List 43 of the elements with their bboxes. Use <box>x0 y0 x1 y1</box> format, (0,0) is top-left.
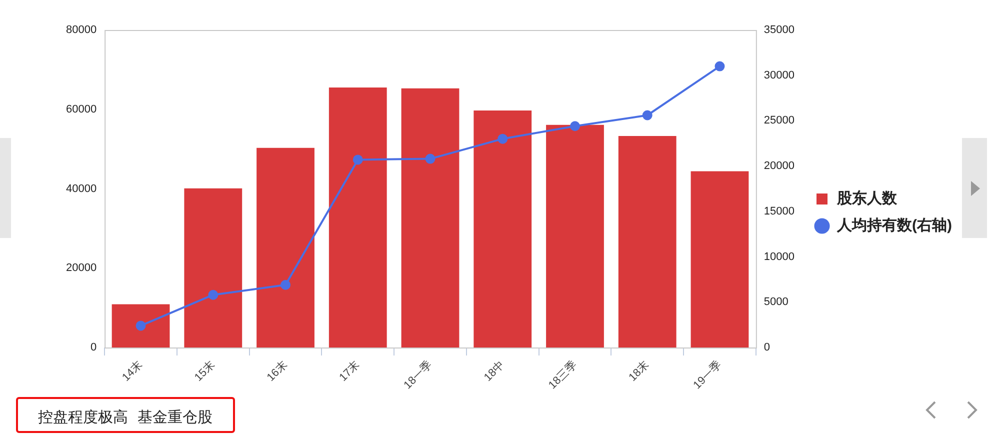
bar <box>112 304 170 348</box>
y2-tick-label: 30000 <box>764 69 795 82</box>
y2-tick-label: 35000 <box>764 24 795 36</box>
x-tick-label: 18末 <box>626 358 652 384</box>
x-tick-label: 18中 <box>481 358 507 384</box>
bar <box>546 124 604 348</box>
x-tick-label: 18三季 <box>546 358 580 392</box>
y-tick-label: 40000 <box>66 182 97 195</box>
y-tick-label: 80000 <box>66 24 97 36</box>
y2-tick-label: 20000 <box>764 160 795 172</box>
bar <box>256 148 314 348</box>
y2-tick-label: 0 <box>764 341 770 354</box>
bar <box>401 88 460 348</box>
point <box>208 290 218 300</box>
bar <box>690 171 749 348</box>
y2-tick-label: 10000 <box>764 250 795 263</box>
x-tick-label: 19一季 <box>690 358 724 392</box>
y2-tick-label: 15000 <box>764 205 795 218</box>
point <box>570 121 580 132</box>
text: 控盘程度极高 基金重仓股 <box>16 397 235 433</box>
point <box>498 134 508 144</box>
point <box>280 280 291 290</box>
point <box>642 110 652 120</box>
point <box>136 320 146 331</box>
x-tick-label: 17末 <box>336 358 362 384</box>
y2-tick-label: 25000 <box>764 114 795 127</box>
bar <box>184 188 242 348</box>
x-tick-label: 16末 <box>264 358 290 384</box>
y-tick-label: 60000 <box>66 103 97 116</box>
bar <box>328 88 387 348</box>
x-tick-label: 15末 <box>192 358 218 384</box>
bar <box>618 136 676 348</box>
point <box>425 154 436 164</box>
legend-label: 人均持有数(右轴) <box>836 217 952 234</box>
y-tick-label: 20000 <box>66 262 97 274</box>
x-tick-label: 18一季 <box>401 358 435 392</box>
y-tick-label: 0 <box>90 341 97 354</box>
point <box>714 61 725 72</box>
x-tick-label: 14末 <box>119 358 146 384</box>
point <box>352 154 363 165</box>
legend-label: 股东人数 <box>836 189 898 208</box>
y2-tick-label: 5000 <box>764 296 788 308</box>
bar <box>474 110 532 348</box>
